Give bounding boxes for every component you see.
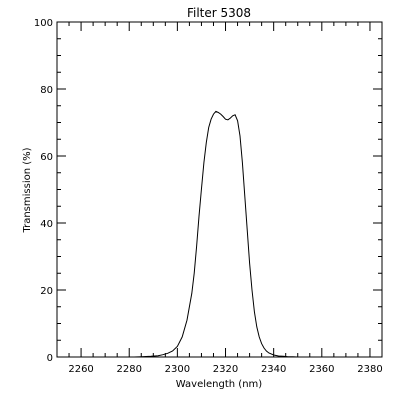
x-axis-label: Wavelength (nm) — [176, 379, 262, 390]
y-tick-label: 100 — [34, 18, 53, 29]
x-tick-label: 2340 — [261, 364, 286, 375]
plot-frame — [56, 21, 383, 358]
y-tick-label: 0 — [47, 353, 53, 364]
y-tick-label: 80 — [40, 85, 53, 96]
y-axis-label: Transmission (%) — [22, 147, 33, 233]
x-tick-label: 2320 — [213, 364, 238, 375]
data-series — [126, 110, 317, 358]
x-tick-label: 2280 — [116, 364, 141, 375]
y-tick-label: 20 — [40, 286, 53, 297]
x-tick-label: 2360 — [309, 364, 334, 375]
y-tick-label: 60 — [40, 152, 53, 163]
x-tick-label: 2380 — [357, 364, 382, 375]
axis-ticks — [56, 21, 383, 358]
series-line-transmission — [126, 110, 317, 358]
x-tick-labels: 2260 2280 2300 2320 2340 2360 2380 — [68, 364, 382, 375]
y-tick-label: 40 — [40, 219, 53, 230]
x-tick-label: 2300 — [165, 364, 190, 375]
y-tick-labels: 0 20 40 60 80 100 — [34, 18, 53, 364]
chart-title: Filter 5308 — [187, 6, 251, 20]
x-tick-label: 2260 — [68, 364, 93, 375]
